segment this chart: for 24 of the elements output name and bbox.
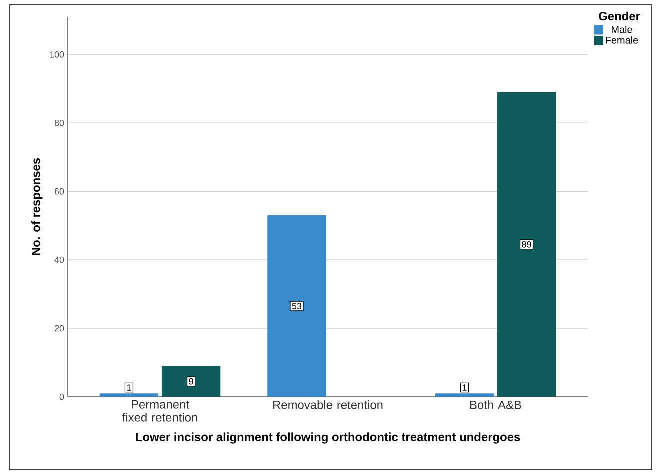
- bar: [100, 394, 159, 397]
- y-tick-label: 40: [54, 256, 64, 264]
- bar: [162, 366, 221, 397]
- y-tick-label: 0: [60, 394, 64, 400]
- legend-title: Gender: [599, 12, 640, 21]
- data-label: 1: [462, 384, 467, 391]
- legend-label: Male: [612, 26, 632, 34]
- data-label: 53: [292, 303, 302, 310]
- y-tick-label: 20: [54, 325, 64, 332]
- bar: [497, 92, 556, 397]
- data-label: 89: [522, 241, 532, 248]
- x-tick-label: Removable retention: [273, 400, 383, 410]
- data-label: 9: [189, 378, 194, 385]
- x-tick-label: Both A&B: [470, 400, 522, 410]
- y-tick-label: 80: [54, 120, 64, 126]
- x-axis-title: Lower incisor alignment following orthodontic treatment undergoes: [136, 432, 520, 444]
- x-tick-label: Permanent fixed retention: [122, 400, 198, 422]
- y-tick-label: 100: [50, 51, 64, 58]
- bar: [435, 394, 494, 397]
- y-axis-title: No. of responses: [32, 158, 43, 256]
- y-tick-label: 60: [54, 188, 64, 195]
- data-label: 1: [127, 384, 132, 391]
- legend-label: Female: [606, 36, 638, 44]
- bar: [268, 216, 326, 397]
